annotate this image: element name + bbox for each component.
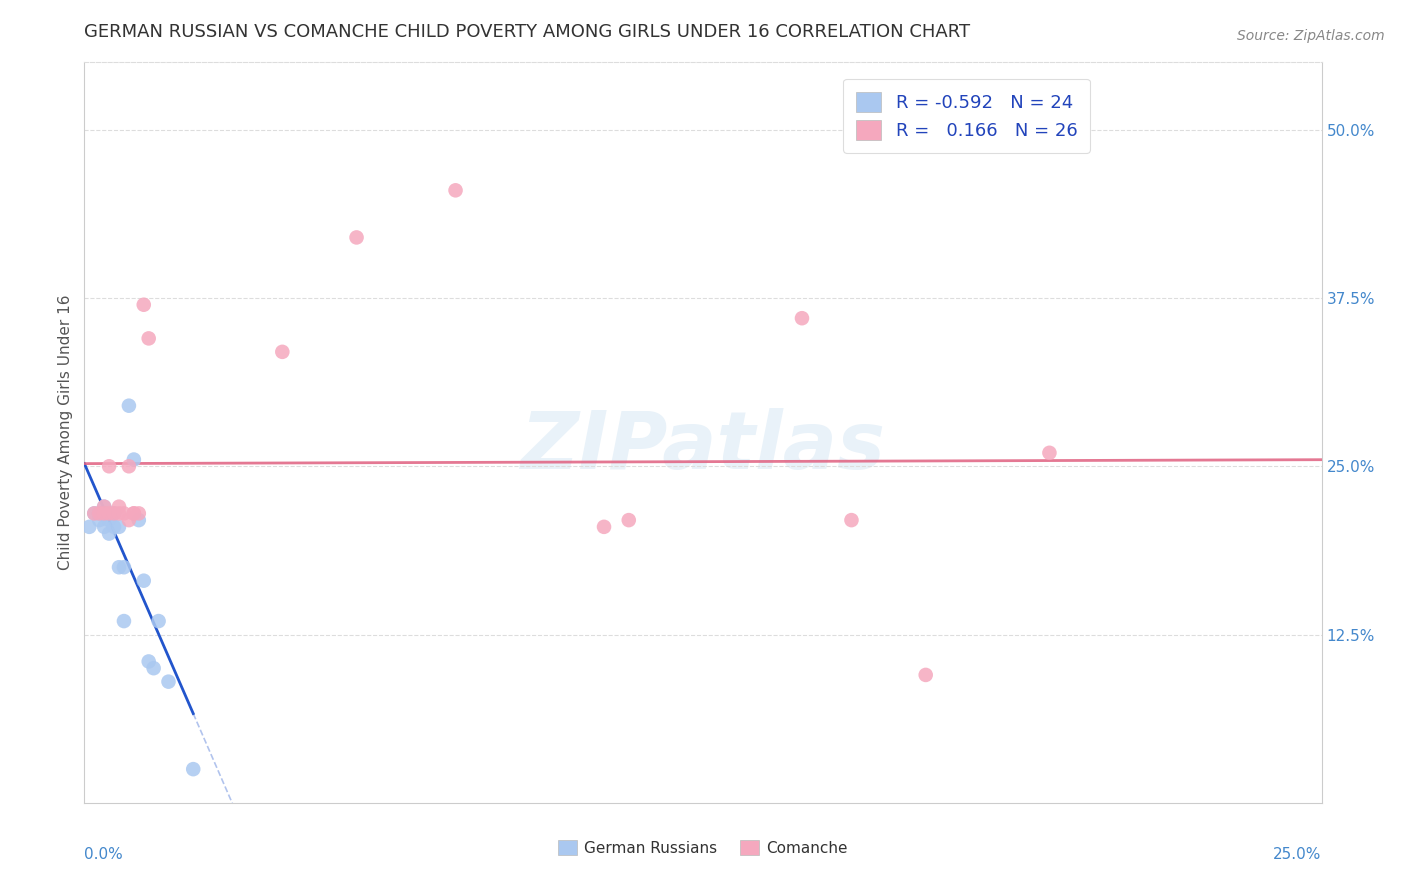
Point: [118, 459, 141, 474]
Point: [98, 459, 121, 474]
Point: [122, 507, 145, 521]
Point: [617, 513, 640, 527]
Point: [148, 614, 170, 628]
Point: [138, 655, 160, 669]
Point: [138, 331, 160, 345]
Point: [93, 520, 115, 534]
Point: [132, 574, 155, 588]
Point: [103, 507, 125, 521]
Point: [142, 661, 165, 675]
Point: [98, 526, 121, 541]
Point: [118, 399, 141, 413]
Point: [108, 507, 131, 521]
Point: [1038, 446, 1060, 460]
Point: [98, 507, 121, 521]
Point: [89, 513, 111, 527]
Point: [122, 507, 145, 521]
Point: [89, 507, 111, 521]
Point: [128, 507, 150, 521]
Point: [93, 500, 115, 514]
Point: [132, 298, 155, 312]
Point: [103, 520, 125, 534]
Point: [271, 344, 294, 359]
Point: [118, 513, 141, 527]
Point: [98, 513, 121, 527]
Text: ZIPatlas: ZIPatlas: [520, 409, 886, 486]
Point: [122, 452, 145, 467]
Point: [914, 668, 936, 682]
Point: [108, 500, 131, 514]
Point: [108, 520, 131, 534]
Point: [444, 183, 467, 197]
Text: Source: ZipAtlas.com: Source: ZipAtlas.com: [1237, 29, 1385, 43]
Point: [112, 560, 135, 574]
Point: [790, 311, 813, 326]
Point: [98, 507, 121, 521]
Point: [128, 513, 150, 527]
Point: [112, 614, 135, 628]
Legend: German Russians, Comanche: German Russians, Comanche: [553, 834, 853, 862]
Point: [346, 230, 368, 244]
Point: [103, 507, 125, 521]
Point: [841, 513, 863, 527]
Point: [93, 500, 115, 514]
Point: [108, 560, 131, 574]
Point: [157, 674, 180, 689]
Point: [83, 507, 105, 521]
Text: 0.0%: 0.0%: [84, 847, 124, 863]
Point: [93, 507, 115, 521]
Point: [79, 520, 101, 534]
Y-axis label: Child Poverty Among Girls Under 16: Child Poverty Among Girls Under 16: [58, 295, 73, 570]
Text: GERMAN RUSSIAN VS COMANCHE CHILD POVERTY AMONG GIRLS UNDER 16 CORRELATION CHART: GERMAN RUSSIAN VS COMANCHE CHILD POVERTY…: [84, 23, 970, 41]
Point: [181, 762, 204, 776]
Point: [112, 507, 135, 521]
Text: 25.0%: 25.0%: [1274, 847, 1322, 863]
Point: [83, 507, 105, 521]
Point: [89, 507, 111, 521]
Point: [593, 520, 616, 534]
